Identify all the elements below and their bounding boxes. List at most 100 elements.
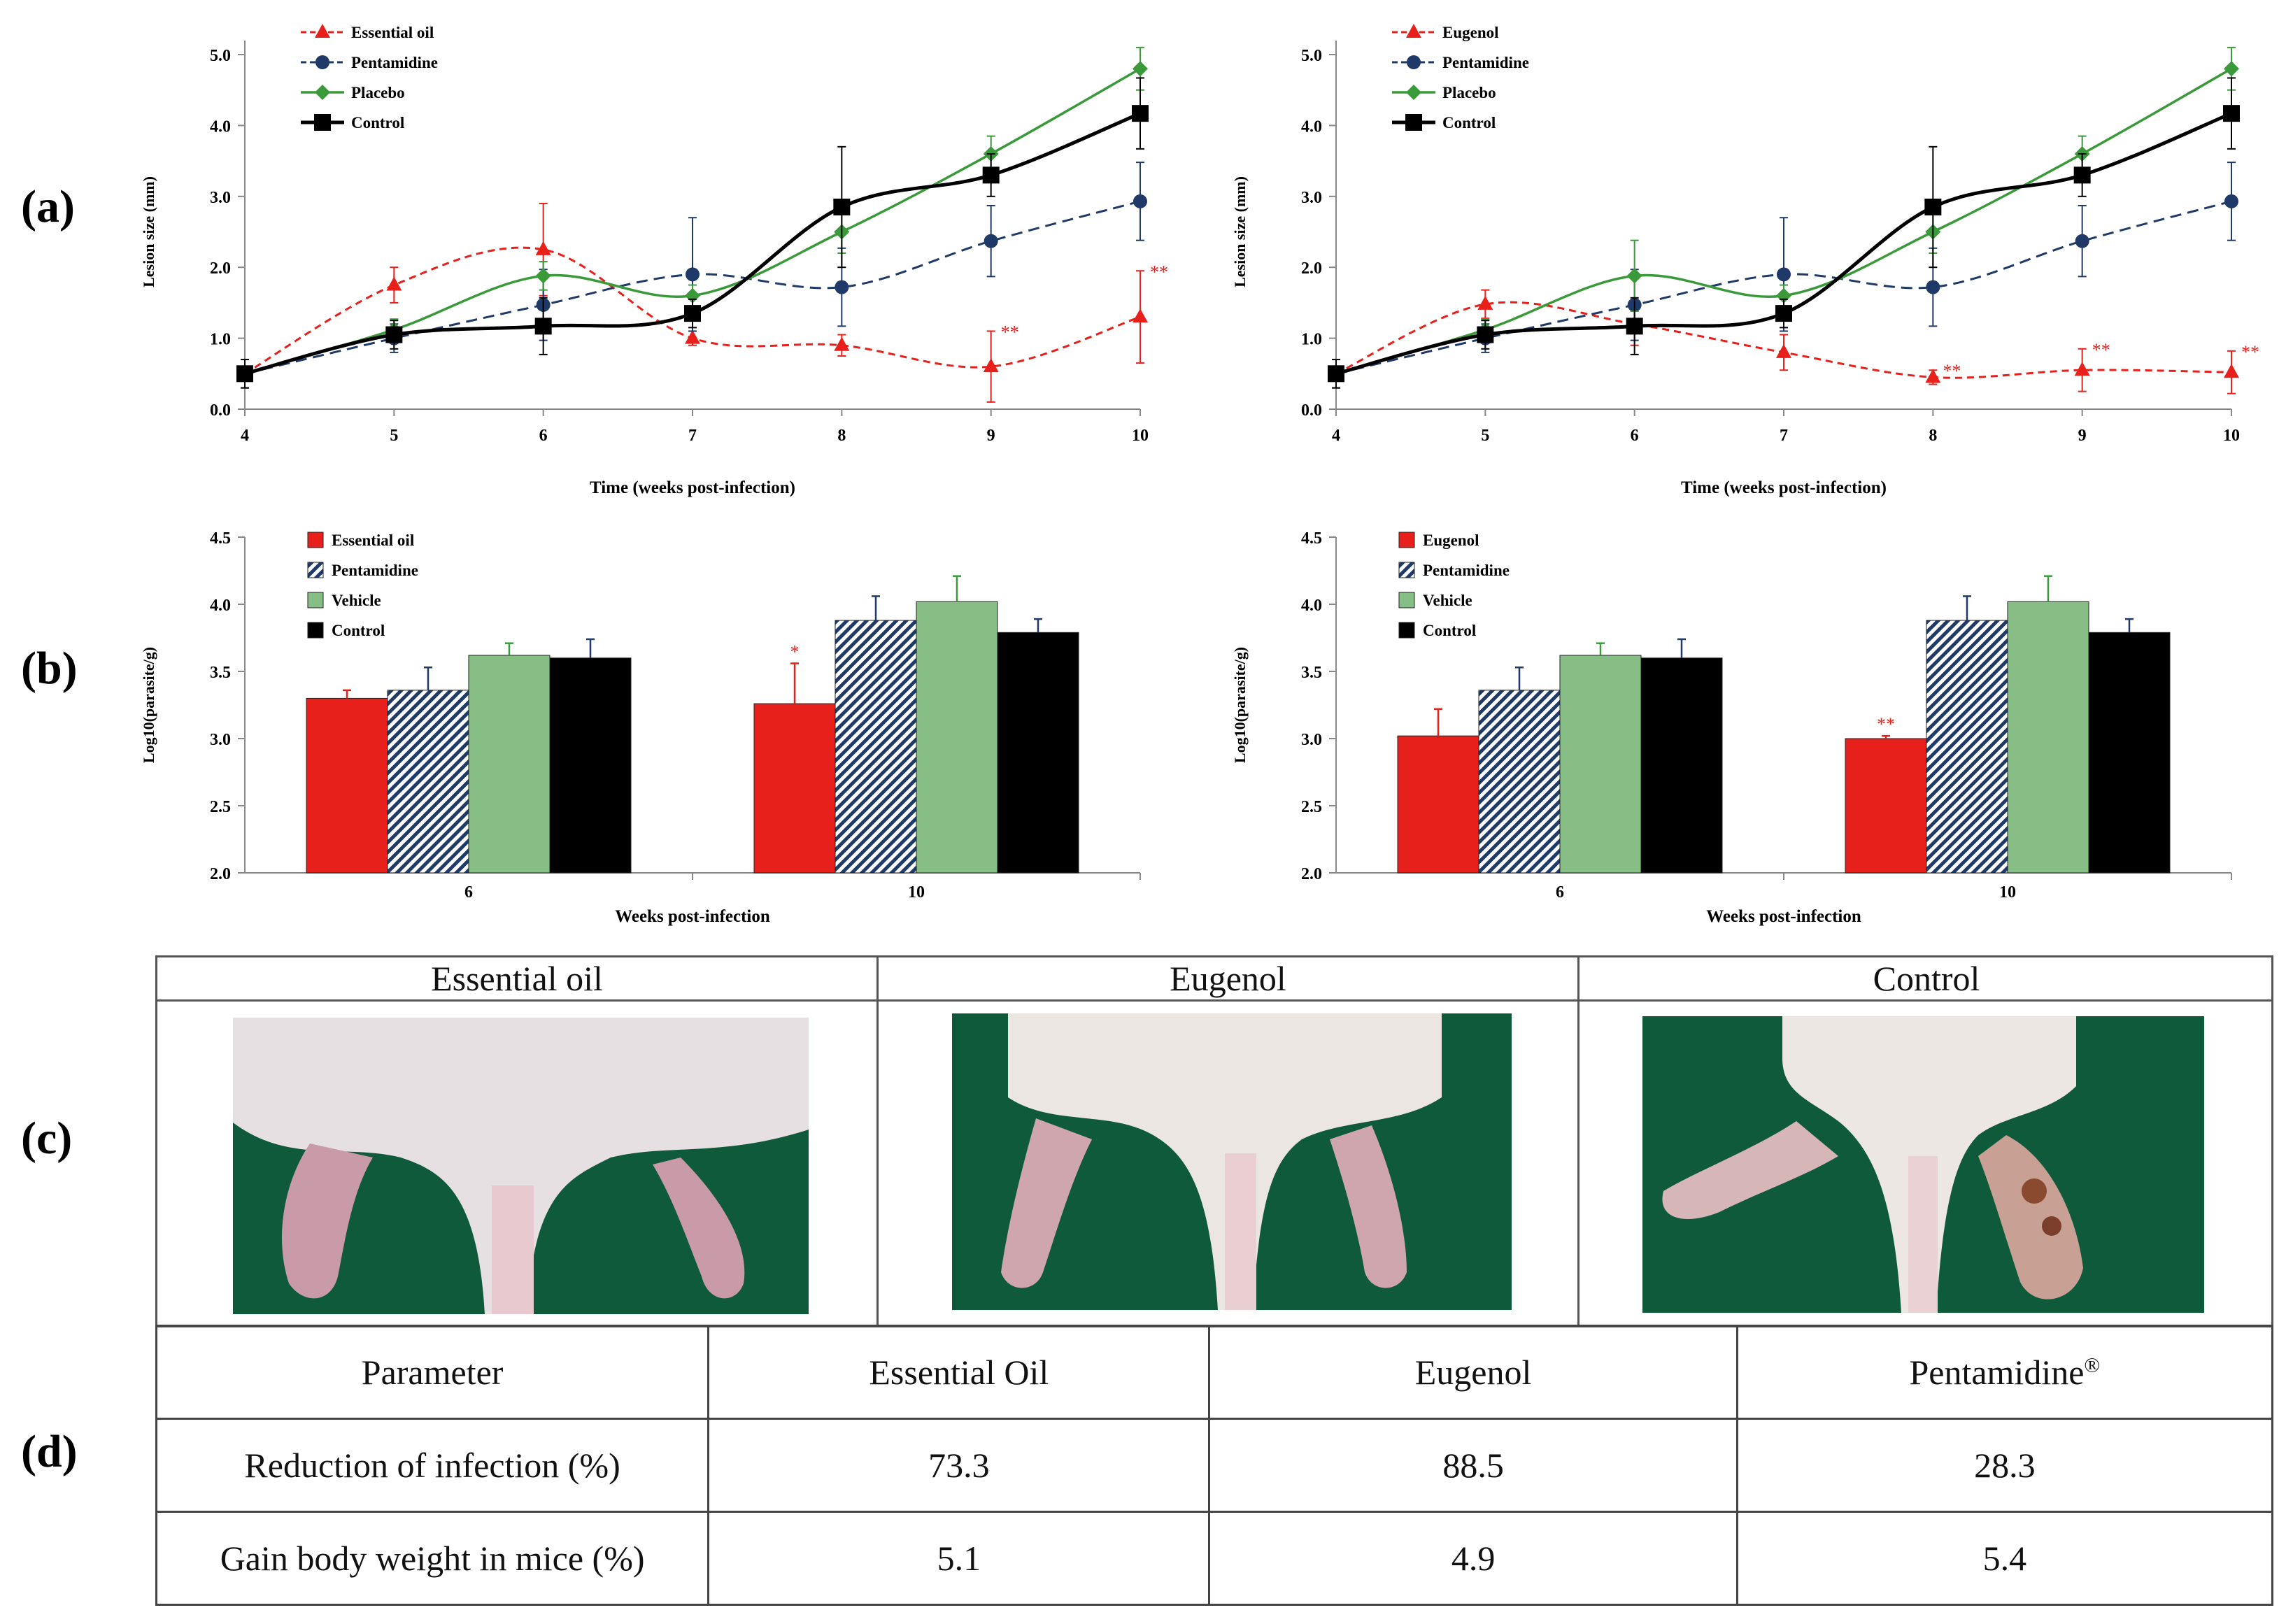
table-header-cell: Pentamidine®: [1735, 1325, 2274, 1420]
photo-header-control: Control: [1873, 959, 1980, 998]
y-tick-label: 3.0: [1301, 189, 1322, 207]
y-tick-label: 2.0: [1301, 259, 1322, 278]
x-tick-label: 8: [1929, 427, 1937, 445]
data-point: [1477, 326, 1494, 343]
legend-swatch: [307, 562, 324, 578]
legend-marker: [314, 114, 331, 131]
x-tick-label: 7: [688, 427, 697, 445]
data-point: [835, 280, 849, 294]
data-point: [534, 318, 552, 335]
bar: [916, 601, 998, 874]
series-group: [1328, 77, 2240, 389]
data-point: [1626, 318, 1643, 335]
legend-label: Placebo: [1442, 84, 1496, 101]
data-point: [984, 234, 998, 248]
legend-label: Placebo: [351, 84, 405, 101]
data-point: [1133, 61, 1148, 77]
series-group: [236, 77, 1149, 389]
legend-label: Pentamidine: [351, 54, 438, 71]
legend-label: Vehicle: [332, 592, 381, 609]
y-tick-label: 4.0: [1301, 117, 1322, 136]
x-tick-label: 7: [1780, 427, 1788, 445]
x-axis-label: Time (weeks post-infection): [590, 478, 795, 497]
bar: [468, 655, 551, 874]
y-tick-label: 1.0: [1301, 331, 1322, 349]
significance-label: **: [1001, 322, 1019, 342]
photo-column-divider: [1577, 957, 1579, 1325]
data-point: [236, 365, 253, 383]
legend-label: Eugenol: [1442, 24, 1499, 41]
panel-label-c: (c): [21, 1113, 73, 1164]
bar: [1397, 735, 1479, 874]
y-tick-label: 3.0: [210, 731, 231, 749]
table-cell: 73.3: [707, 1418, 1211, 1513]
data-point: [2073, 166, 2091, 184]
mouse-photo-essential-oil: [233, 1018, 809, 1314]
bar: [387, 690, 469, 874]
bar: [1926, 620, 2008, 874]
series-group: ** ** **: [1328, 289, 2259, 394]
legend-marker: [315, 85, 330, 100]
significance-label: **: [1943, 361, 1961, 381]
data-point: [1133, 194, 1147, 208]
x-tick-label: 5: [1481, 427, 1489, 445]
bar: [2088, 632, 2171, 874]
legend-swatch: [1398, 622, 1415, 639]
y-tick-label: 3.0: [210, 189, 231, 207]
significance-label: **: [1877, 714, 1895, 734]
data-point: [535, 241, 551, 255]
lesion-size-chart-essential-oil: 0.0 1.0 2.0 3.0 4.0 5.0 4 5 6 7 8 9 10 Time (weeks po…: [140, 24, 1168, 497]
bar: [997, 632, 1079, 874]
data-point: [686, 267, 700, 282]
photo-header-essential-oil: Essential oil: [431, 959, 603, 998]
x-tick-label: 6: [1556, 883, 1564, 902]
table-header-row: Parameter Essential Oil Eugenol Pentamid…: [155, 1325, 2274, 1420]
data-point: [1477, 295, 1493, 310]
data-point: [684, 305, 701, 322]
table-cell: 88.5: [1208, 1418, 1738, 1513]
bar: [2007, 601, 2089, 874]
x-tick-label: 4: [241, 427, 249, 445]
y-tick-label: 4.0: [210, 597, 231, 615]
legend-swatch: [307, 532, 324, 548]
photo-header-divider: [157, 999, 2271, 1002]
x-axis-label: Time (weeks post-infection): [1681, 478, 1887, 497]
bar: [306, 697, 388, 874]
significance-label: **: [2092, 340, 2110, 360]
legend-swatch: [1398, 562, 1415, 578]
y-tick-label: 3.5: [210, 664, 231, 682]
legend-marker: [315, 24, 330, 38]
x-tick-label: 5: [390, 427, 398, 445]
mouse-photo-control: [1642, 1016, 2204, 1313]
x-tick-label: 9: [987, 427, 995, 445]
x-tick-label: 6: [539, 427, 548, 445]
legend-marker: [1406, 85, 1421, 100]
photo-column-divider: [876, 957, 879, 1325]
legend-label: Pentamidine: [1423, 562, 1510, 579]
significance-label: **: [2241, 342, 2259, 362]
series-group: [238, 162, 1147, 389]
data-point: [2224, 61, 2239, 77]
lesion-size-chart-eugenol: 0.0 1.0 2.0 3.0 4.0 5.0 4 5 6 7 8 9 10 Time (weeks po…: [1231, 24, 2259, 497]
x-axis-label: Weeks post-infection: [1706, 907, 1861, 926]
table-cell: 28.3: [1735, 1418, 2274, 1513]
bar: [1845, 738, 1927, 874]
data-point: [1133, 308, 1148, 323]
x-tick-label: 10: [1132, 427, 1149, 445]
legend-swatch: [307, 622, 324, 639]
bar: [1559, 655, 1642, 874]
y-tick-label: 4.5: [1301, 529, 1322, 548]
data-point: [1777, 267, 1791, 282]
y-tick-label: 0.0: [1301, 401, 1322, 420]
y-tick-label: 2.5: [1301, 798, 1322, 816]
data-point: [1328, 365, 1344, 383]
table-cell: 4.9: [1208, 1511, 1738, 1606]
legend-label: Control: [1423, 622, 1476, 639]
y-tick-label: 1.0: [210, 331, 231, 349]
mouse-photo-eugenol: [952, 1013, 1512, 1310]
y-tick-label: 3.5: [1301, 664, 1322, 682]
x-axis-label: Weeks post-infection: [615, 907, 770, 926]
significance-label: **: [1150, 262, 1168, 282]
panel-label-b: (b): [21, 643, 78, 694]
legend-marker: [1406, 24, 1421, 38]
